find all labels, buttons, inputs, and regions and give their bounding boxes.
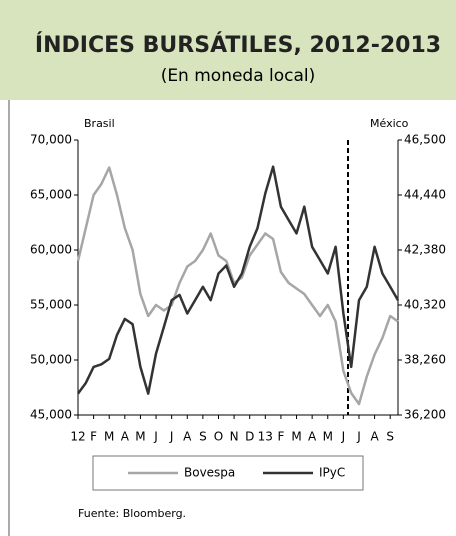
- legend-label: IPyC: [319, 466, 345, 480]
- chart-subtitle: (En moneda local): [161, 66, 316, 86]
- x-tick-label: A: [183, 430, 192, 444]
- y-tick-label: 45,000: [30, 408, 72, 422]
- x-tick-label: N: [230, 430, 239, 444]
- series-line: [76, 165, 400, 395]
- y-tick-label: 65,000: [30, 188, 72, 202]
- x-tick-label: F: [90, 430, 97, 444]
- chart-title: ÍNDICES BURSÁTILES, 2012-2013: [35, 32, 441, 58]
- series-line: [76, 166, 399, 406]
- legend-label: Bovespa: [184, 466, 235, 480]
- y-axis-label: Brasil: [84, 117, 115, 130]
- x-tick-label: S: [199, 430, 207, 444]
- x-tick-label: J: [153, 430, 158, 444]
- source-note: Fuente: Bloomberg.: [78, 507, 186, 520]
- y2-axis-label: México: [370, 117, 409, 130]
- legend-box: [92, 455, 364, 491]
- x-tick-label: J: [341, 430, 346, 444]
- y-tick-label: 70,000: [30, 133, 72, 147]
- x-tick-label: M: [291, 430, 301, 444]
- x-tick-label: A: [308, 430, 317, 444]
- x-tick-label: A: [370, 430, 379, 444]
- y-tick-label: 60,000: [30, 243, 72, 257]
- y2-tick-label: 46,500: [404, 133, 446, 147]
- x-tick-label: 12: [70, 430, 85, 444]
- y2-tick-label: 42,380: [404, 243, 446, 257]
- header-band: [0, 0, 456, 100]
- y-tick-label: 50,000: [30, 353, 72, 367]
- x-tick-label: M: [135, 430, 145, 444]
- y2-tick-label: 38,260: [404, 353, 446, 367]
- y2-tick-label: 40,320: [404, 298, 446, 312]
- y2-tick-label: 36,200: [404, 408, 446, 422]
- x-tick-label: D: [245, 430, 254, 444]
- y-tick-label: 55,000: [30, 298, 72, 312]
- x-tick-label: S: [386, 430, 394, 444]
- y2-tick-label: 44,440: [404, 188, 446, 202]
- x-tick-label: A: [121, 430, 130, 444]
- x-tick-label: O: [214, 430, 223, 444]
- x-tick-label: M: [104, 430, 114, 444]
- x-tick-label: 13: [258, 430, 273, 444]
- x-tick-label: J: [169, 430, 174, 444]
- x-tick-label: M: [323, 430, 333, 444]
- x-tick-label: F: [277, 430, 284, 444]
- x-tick-label: J: [356, 430, 361, 444]
